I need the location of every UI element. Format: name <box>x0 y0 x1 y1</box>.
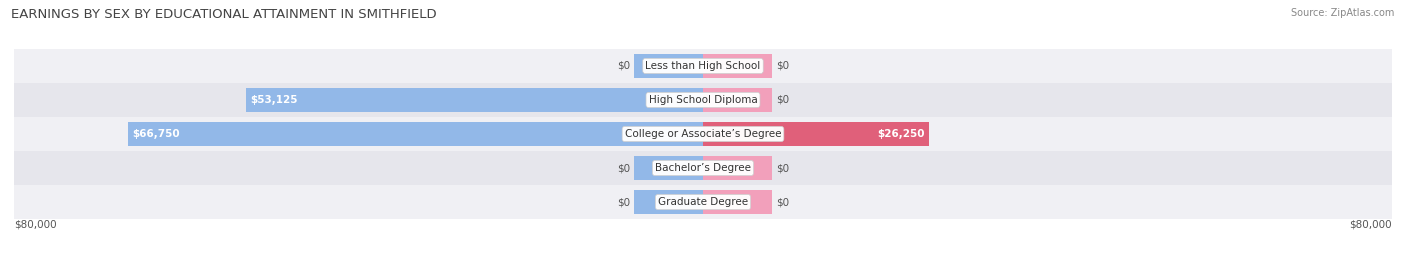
Bar <box>14 49 1392 83</box>
Bar <box>703 156 772 180</box>
Bar <box>14 151 1392 185</box>
Bar <box>634 156 703 180</box>
Bar <box>634 54 703 78</box>
Text: $0: $0 <box>617 163 630 173</box>
Bar <box>703 88 772 112</box>
Bar <box>703 54 772 78</box>
Bar <box>703 122 929 146</box>
Bar <box>128 122 703 146</box>
Bar <box>14 117 1392 151</box>
Text: $0: $0 <box>617 197 630 207</box>
Text: Source: ZipAtlas.com: Source: ZipAtlas.com <box>1291 8 1395 18</box>
Text: Less than High School: Less than High School <box>645 61 761 71</box>
Text: $0: $0 <box>776 163 789 173</box>
Bar <box>246 88 703 112</box>
Text: College or Associate’s Degree: College or Associate’s Degree <box>624 129 782 139</box>
Bar <box>703 190 772 214</box>
Text: $0: $0 <box>617 61 630 71</box>
Text: EARNINGS BY SEX BY EDUCATIONAL ATTAINMENT IN SMITHFIELD: EARNINGS BY SEX BY EDUCATIONAL ATTAINMEN… <box>11 8 437 21</box>
Text: $0: $0 <box>776 61 789 71</box>
Text: Graduate Degree: Graduate Degree <box>658 197 748 207</box>
Bar <box>14 83 1392 117</box>
Text: $80,000: $80,000 <box>1350 219 1392 229</box>
Bar <box>634 190 703 214</box>
Text: High School Diploma: High School Diploma <box>648 95 758 105</box>
Text: Bachelor’s Degree: Bachelor’s Degree <box>655 163 751 173</box>
Bar <box>14 185 1392 219</box>
Text: $66,750: $66,750 <box>132 129 180 139</box>
Text: $80,000: $80,000 <box>14 219 56 229</box>
Text: $0: $0 <box>776 197 789 207</box>
Text: $53,125: $53,125 <box>250 95 297 105</box>
Text: $26,250: $26,250 <box>877 129 925 139</box>
Text: $0: $0 <box>776 95 789 105</box>
